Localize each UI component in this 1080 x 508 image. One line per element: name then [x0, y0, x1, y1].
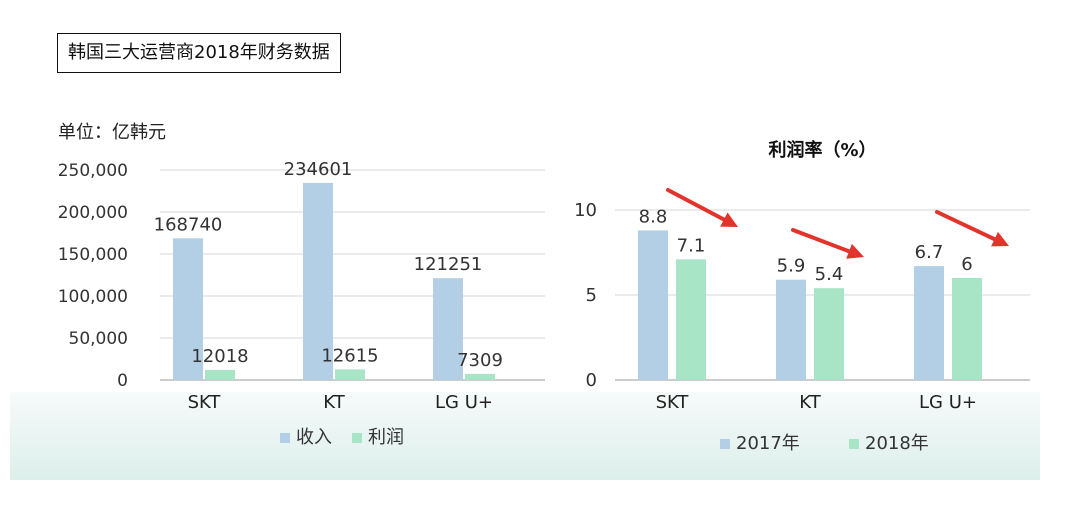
bar-left-kt-s0: [303, 182, 333, 380]
bar-right-lg-u--s1: [952, 278, 982, 380]
trend-arrow-head-0: [720, 212, 738, 227]
y-tick-label-left: 200,000: [58, 203, 128, 223]
legend-swatch-right-0: [720, 439, 730, 449]
legend-swatch-left-1: [352, 433, 362, 443]
x-tick-label-right: KT: [799, 392, 821, 413]
y-tick-label-right: 0: [586, 370, 597, 391]
x-tick-label-right: SKT: [656, 392, 690, 413]
y-tick-label-left: 150,000: [58, 245, 128, 265]
legend-label-left-0: 收入: [296, 427, 332, 448]
trend-arrow-0: [666, 188, 726, 222]
chart-title-right: 利润率（%）: [768, 139, 876, 161]
data-label-right: 6.7: [915, 242, 944, 263]
y-tick-label-right: 10: [574, 200, 597, 221]
x-tick-label-left: KT: [323, 392, 345, 413]
data-label-left: 168740: [154, 214, 223, 235]
bar-right-kt-s1: [814, 288, 844, 380]
x-tick-label-left: LG U+: [435, 392, 493, 413]
bar-right-lg-u--s0: [914, 266, 944, 380]
data-label-left: 7309: [457, 350, 503, 371]
bar-left-skt-s1: [205, 369, 235, 380]
bar-left-skt-s0: [173, 238, 203, 380]
bar-right-kt-s0: [776, 279, 806, 380]
y-tick-label-left: 0: [117, 371, 128, 391]
data-label-left: 12615: [321, 345, 378, 366]
y-tick-label-left: 250,000: [58, 161, 128, 181]
unit-label: 单位：亿韩元: [58, 122, 166, 143]
trend-arrow-head-2: [991, 231, 1009, 247]
data-label-right: 6: [961, 254, 972, 275]
bar-left-lg-u--s0: [433, 278, 463, 380]
data-label-left: 12018: [191, 346, 248, 367]
bar-right-skt-s1: [676, 259, 706, 380]
data-label-left: 121251: [414, 254, 483, 275]
data-label-right: 7.1: [677, 235, 706, 256]
bar-left-kt-s1: [335, 369, 365, 380]
data-label-right: 5.9: [777, 256, 806, 277]
data-label-right: 5.4: [815, 264, 844, 285]
y-tick-label-right: 5: [586, 285, 597, 306]
legend-label-left-1: 利润: [368, 427, 404, 448]
y-tick-label-left: 100,000: [58, 287, 128, 307]
trend-arrow-head-1: [846, 243, 864, 259]
trend-arrow-2: [935, 210, 997, 242]
y-tick-label-left: 50,000: [69, 329, 128, 349]
legend-label-right-1: 2018年: [865, 433, 929, 454]
legend-label-right-0: 2017年: [736, 433, 800, 454]
legend-swatch-right-1: [849, 439, 859, 449]
x-tick-label-right: LG U+: [919, 392, 977, 413]
data-label-right: 8.8: [639, 206, 668, 227]
data-label-left: 234601: [284, 159, 353, 180]
bar-right-skt-s0: [638, 230, 668, 380]
page-title: 韩国三大运营商2018年财务数据: [57, 33, 341, 73]
legend-swatch-left-0: [280, 433, 290, 443]
background-band: [10, 392, 1040, 480]
x-tick-label-left: SKT: [188, 392, 222, 413]
trend-arrow-1: [791, 228, 852, 254]
bar-left-lg-u--s1: [465, 373, 495, 380]
